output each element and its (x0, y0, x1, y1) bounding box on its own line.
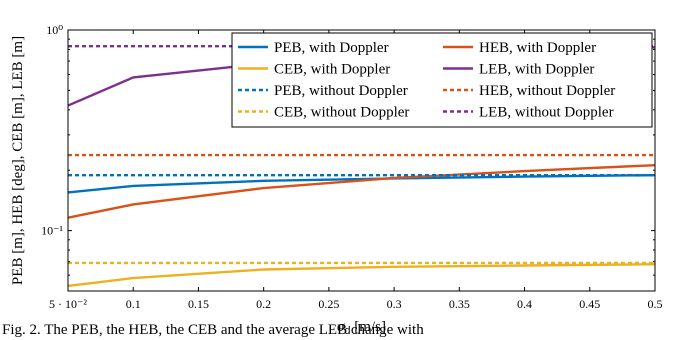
y-tick-label: 10⁻¹ (41, 224, 63, 238)
figure-caption: Fig. 2. The PEB, the HEB, the CEB and th… (2, 322, 424, 338)
series-line-ceb-with-doppler (67, 263, 656, 288)
legend-label: LEB, with Doppler (479, 62, 594, 78)
legend-label: HEB, without Doppler (479, 83, 615, 99)
plot-area-frame (67, 29, 656, 292)
x-tick-label: 0.4 (517, 297, 532, 311)
legend-label: CEB, with Doppler (274, 62, 390, 78)
x-tick-label: 0.35 (449, 297, 470, 311)
legend-label: LEB, without Doppler (479, 105, 614, 121)
x-tick-label: 0.45 (579, 297, 600, 311)
x-tick-label: 0.5 (648, 297, 663, 311)
legend-box (231, 32, 653, 128)
x-tick-label: 0.25 (318, 297, 339, 311)
x-tick-label: 0.2 (256, 297, 271, 311)
legend-label: HEB, with Doppler (479, 40, 596, 56)
y-axis-label: PEB [m], HEB [deg], CEB [m], LEB [m] (10, 36, 26, 285)
legend-label: PEB, with Doppler (274, 40, 389, 56)
y-tick-label: 10⁰ (46, 23, 63, 37)
x-tick-label: 5 · 10⁻² (49, 297, 87, 311)
legend-label: CEB, without Doppler (274, 105, 409, 121)
x-tick-label: 0.15 (188, 297, 209, 311)
legend: PEB, with Doppler HEB, with Doppler CEB, w… (231, 32, 653, 128)
x-tick-label: 0.3 (387, 297, 402, 311)
legend-label: PEB, without Doppler (274, 83, 408, 99)
series-line-peb-with-doppler (67, 173, 656, 194)
x-tick-label: 0.1 (126, 297, 141, 311)
series-line-heb-with-doppler (67, 163, 656, 219)
axis-ticks: 5 · 10⁻² 0.1 0.15 0.2 0.25 0.3 0.35 0.4 0.45 0.5 1… (41, 23, 662, 311)
x-axis-label: σd [m/s] (337, 319, 386, 337)
